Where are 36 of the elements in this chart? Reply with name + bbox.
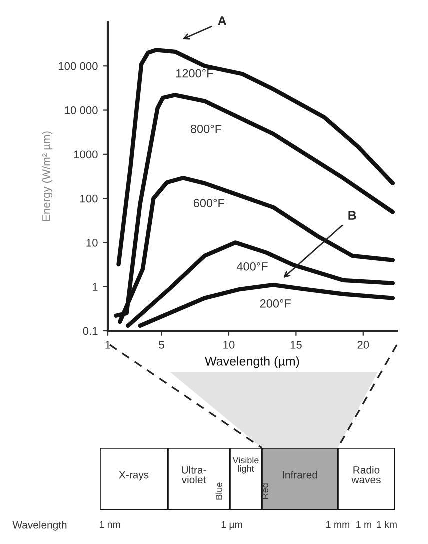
text: 1 nm [100, 521, 120, 528]
text: Red [262, 484, 268, 499]
x-tick-label: 10 [224, 341, 235, 349]
category-label: Infrared [283, 471, 318, 479]
text: 1 µm [222, 521, 242, 530]
y-tick-label: 10 000 [65, 106, 98, 114]
category-label: X-rays [119, 471, 149, 481]
y-axis-title: Energy (W/m² µm) [42, 132, 53, 222]
y-tick-label: 10 [86, 238, 98, 247]
x-axis-title: Wavelength (µm) [205, 356, 300, 368]
category-label: Radio waves [352, 466, 381, 484]
text: Blue [216, 482, 222, 500]
y-tick-label: 100 [80, 194, 98, 203]
x-tick-label: 5 [159, 341, 164, 349]
annotation: 800°F [190, 124, 222, 134]
y-tick-label: 1000 [74, 150, 98, 159]
x-tick-label: 1 [106, 341, 111, 349]
category-label: Ultra- violet [182, 466, 206, 484]
line-series [126, 240, 396, 328]
category-label: Visible light [232, 456, 259, 474]
annotation: 200°F [260, 300, 291, 308]
text: Wavelength [12, 521, 67, 531]
text: 1 m [356, 521, 372, 528]
x-tick-label: 15 [290, 341, 302, 349]
x-tick-label: 20 [358, 341, 370, 349]
text: 1 mm [326, 521, 350, 528]
y-tick-label: 100 000 [58, 62, 98, 70]
y-tick-label: 0.1 [83, 327, 98, 336]
y-tick-label: 1 [92, 283, 98, 291]
annotation: A [218, 16, 227, 26]
annotation: 1200°F [176, 69, 214, 78]
annotation: 400°F [236, 262, 268, 271]
line-series [138, 282, 396, 328]
text: 1 km [377, 520, 397, 528]
annotation: B [348, 211, 356, 220]
annotation: 600°F [194, 199, 224, 208]
